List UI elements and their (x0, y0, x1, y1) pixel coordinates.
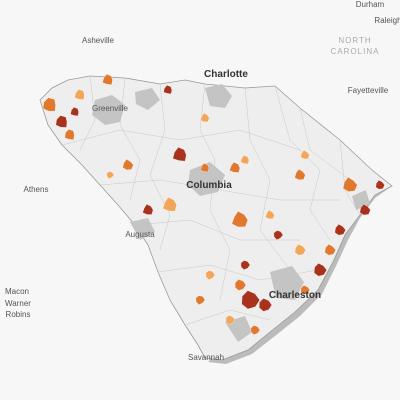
place-label: Asheville (82, 36, 115, 45)
highlighted-area (359, 204, 371, 216)
place-label: Fayetteville (348, 86, 389, 95)
highlighted-area (195, 295, 206, 305)
highlighted-area (300, 149, 310, 160)
highlighted-area (172, 147, 187, 162)
highlighted-area (102, 74, 113, 85)
highlighted-area (55, 115, 68, 128)
highlighted-area (334, 224, 346, 236)
place-label: Charleston (269, 290, 321, 301)
highlighted-area (259, 298, 272, 312)
highlighted-area (234, 279, 247, 291)
place-label: Durham (356, 0, 385, 9)
highlighted-area (375, 180, 385, 190)
place-label: Charlotte (204, 69, 248, 80)
place-label: Savannah (188, 353, 224, 362)
highlighted-area (294, 244, 306, 256)
highlighted-area (324, 244, 336, 256)
place-labels: Durham Raleigh Asheville NORTH CAROLINA Charl… (5, 0, 400, 362)
highlighted-area (265, 209, 275, 220)
place-label: Warner (5, 299, 31, 308)
place-label: Augusta (125, 230, 155, 239)
highlighted-area (200, 112, 210, 122)
highlighted-area (70, 107, 79, 117)
highlighted-area (163, 85, 173, 95)
highlighted-area (42, 97, 56, 112)
highlighted-area (240, 260, 251, 270)
highlighted-areas (42, 74, 385, 335)
highlighted-area (106, 171, 115, 179)
highlighted-area (162, 197, 177, 212)
highlighted-area (241, 290, 260, 310)
highlighted-area (205, 270, 216, 280)
place-label: Columbia (186, 180, 232, 191)
place-label: Robins (6, 310, 31, 319)
highlighted-area (231, 211, 248, 228)
highlighted-area (250, 325, 261, 335)
place-label: CAROLINA (331, 47, 380, 56)
place-label: NORTH (338, 36, 371, 45)
highlighted-area (300, 285, 310, 295)
highlighted-area (200, 163, 210, 173)
highlighted-area (313, 263, 327, 277)
place-label: Macon (5, 287, 29, 296)
place-label: Raleigh (374, 16, 400, 25)
highlighted-area (342, 176, 358, 192)
highlighted-area (64, 129, 75, 140)
highlighted-area (273, 230, 284, 240)
highlighted-area (294, 168, 306, 180)
highlighted-area (240, 155, 250, 165)
place-label: Greenville (92, 104, 129, 113)
highlighted-area (225, 315, 236, 325)
highlighted-area (142, 204, 154, 215)
highlighted-area (229, 162, 241, 173)
place-label: Athens (24, 185, 49, 194)
highlighted-area (74, 89, 85, 100)
highlighted-area (122, 158, 134, 171)
